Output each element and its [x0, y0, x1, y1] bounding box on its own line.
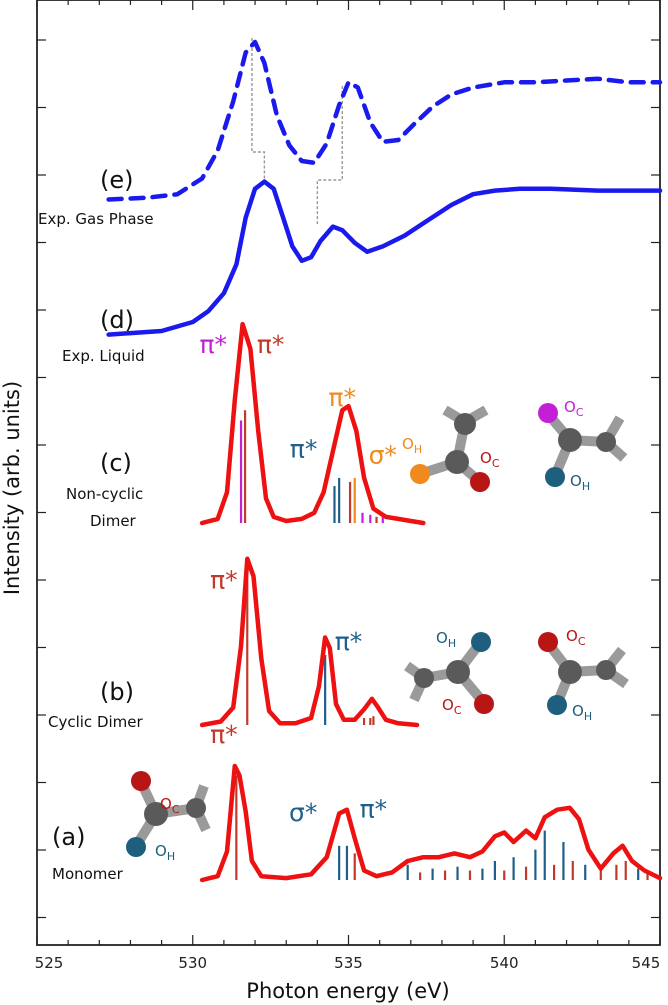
x-tick-label: 525 — [35, 954, 64, 972]
y-axis-title: Intensity (arb. units) — [0, 381, 24, 595]
peak-label-a: σ* — [289, 798, 317, 827]
series-line-a — [199, 763, 663, 883]
x-tick-label: 530 — [178, 954, 207, 972]
panel-name-e: Exp. Gas Phase — [38, 210, 154, 228]
peak-label-b: π* — [210, 566, 238, 595]
oxygen-h-atom — [471, 632, 491, 652]
peak-connector — [316, 86, 343, 225]
atom-label: OH — [572, 702, 592, 723]
carbon-atom — [596, 432, 616, 452]
peak-connectors — [251, 38, 343, 225]
atom-label: OH — [155, 842, 175, 863]
atom-label: OC — [564, 398, 584, 419]
oxygen-c-atom — [538, 403, 558, 423]
panel-letter-a: (a) — [52, 823, 85, 851]
tick-marks — [36, 0, 661, 945]
peak-connector — [251, 38, 266, 180]
oxygen-h-atom — [410, 464, 430, 484]
panel-name-c-2: Dimer — [90, 512, 137, 530]
panel-a: (a) Monomer π* σ* π* — [52, 720, 663, 883]
carbon-atom — [445, 450, 469, 474]
panel-name-d: Exp. Liquid — [62, 347, 145, 365]
series-line-e — [106, 39, 663, 202]
panel-letter-d: (d) — [100, 306, 134, 334]
series-line-b — [199, 556, 420, 728]
atom-label: OH — [402, 435, 422, 456]
panel-c: (c) Non-cyclic Dimer π* π* π* π* σ* — [66, 321, 426, 530]
peak-label-a: π* — [360, 794, 388, 823]
panel-letter-b: (b) — [100, 678, 134, 706]
series-line-c — [199, 321, 426, 526]
carbon-atom — [558, 660, 582, 684]
spectra-panels: (e) Exp. Gas Phase (d) Exp. Liquid (c) Non-cy… — [38, 39, 663, 883]
carbon-atom — [414, 668, 434, 688]
x-tick-label: 545 — [632, 954, 661, 972]
oxygen-h-atom — [126, 837, 146, 857]
peak-label-c: σ* — [369, 441, 397, 470]
x-tick-label: 535 — [334, 954, 363, 972]
x-axis-title: Photon energy (eV) — [246, 979, 449, 1003]
oxygen-c-atom — [538, 632, 558, 652]
atom-label: OC — [566, 627, 586, 648]
atom-label: OH — [570, 472, 590, 493]
panel-b: (b) Cyclic Dimer π* π* — [48, 556, 420, 731]
peak-label-c: π* — [290, 434, 318, 463]
carbon-atom — [596, 660, 616, 680]
panel-name-c: Non-cyclic — [66, 485, 143, 503]
panel-letter-c: (c) — [100, 449, 132, 477]
carbon-atom — [454, 413, 476, 435]
carbon-atom — [144, 802, 168, 826]
panel-letter-e: (e) — [100, 166, 134, 194]
carbon-atom — [186, 798, 206, 818]
panel-e: (e) Exp. Gas Phase — [38, 39, 663, 228]
panel-name-a: Monomer — [52, 865, 124, 883]
oxygen-h-atom — [547, 695, 567, 715]
panel-d: (d) Exp. Liquid — [62, 179, 663, 365]
peak-label-c: π* — [328, 383, 356, 412]
atom-label: OH — [436, 629, 456, 650]
peak-label-c: π* — [199, 330, 227, 359]
carbon-atom — [558, 428, 582, 452]
atom-label: OC — [480, 449, 500, 470]
x-tick-label: 540 — [490, 954, 519, 972]
carbon-atom — [446, 660, 470, 684]
x-tick-labels: 525 530 535 540 545 — [35, 954, 661, 972]
oxygen-c-atom — [131, 771, 151, 791]
atom-label: OC — [160, 795, 180, 816]
series-line-d — [106, 179, 663, 337]
molecule-drawings: OH OC OC OH OH OC OC OH OC OH — [126, 398, 629, 863]
oxygen-h-atom — [545, 467, 565, 487]
peak-label-c: π* — [257, 330, 285, 359]
peak-label-a: π* — [210, 720, 238, 749]
atom-label: OC — [442, 696, 462, 717]
panel-name-b: Cyclic Dimer — [48, 713, 144, 731]
oxygen-c-atom — [470, 472, 490, 492]
peak-label-b: π* — [335, 627, 363, 656]
oxygen-c-atom — [474, 694, 494, 714]
